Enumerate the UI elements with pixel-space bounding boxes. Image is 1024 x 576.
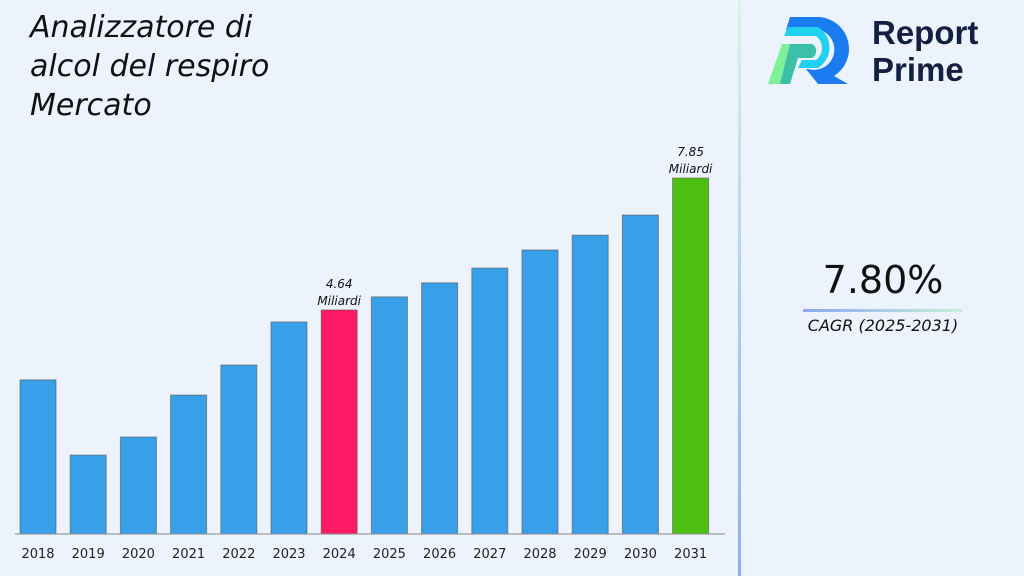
x-tick-label: 2023 [272, 547, 305, 562]
cagr-value: 7.80% [822, 258, 944, 302]
bar-2030 [621, 214, 659, 535]
divider [738, 0, 741, 576]
x-tick-label: 2019 [72, 547, 105, 562]
bar-2026 [421, 282, 459, 535]
bar-2029 [571, 234, 609, 535]
data-label-unit: Miliardi [317, 294, 361, 308]
x-tick-label: 2026 [423, 547, 456, 562]
x-tick-label: 2021 [172, 547, 205, 562]
x-tick-label: 2029 [574, 547, 607, 562]
x-tick-label: 2022 [222, 547, 255, 562]
x-tick-label: 2020 [122, 547, 155, 562]
bar-2019 [69, 454, 107, 535]
x-tick-label: 2025 [373, 547, 406, 562]
data-label-value: 7.85 [677, 145, 704, 159]
cagr-underline [803, 309, 963, 312]
bar-2031 [672, 177, 710, 535]
bar-2018 [19, 379, 57, 535]
cagr-label: CAGR (2025-2031) [807, 316, 959, 335]
logo-line: Report [872, 14, 979, 51]
bar-2025 [370, 296, 408, 535]
report-prime-logo: Report Prime [768, 14, 1008, 88]
bar-2024 [320, 309, 358, 535]
bar-chart: 2018 2019 2020 2021 2022 2023 2024 4.64 Miliardi… [15, 145, 725, 562]
bar-2020 [119, 436, 157, 535]
x-tick-label: 2024 [323, 547, 356, 562]
logo-text: Report Prime [872, 14, 978, 88]
logo-icon [768, 17, 850, 84]
title-line: alcol del respiro [30, 49, 270, 84]
bar-2021 [170, 394, 208, 535]
x-tick-label: 2028 [523, 547, 556, 562]
data-label-value: 4.64 [326, 277, 353, 291]
x-tick-label: 2030 [624, 547, 657, 562]
bar-2022 [220, 364, 258, 535]
x-tick-label: 2027 [473, 547, 506, 562]
data-label-unit: Miliardi [669, 162, 713, 176]
bar-2027 [471, 267, 509, 535]
bar-2028 [521, 249, 559, 535]
title-line: Analizzatore di [30, 10, 253, 45]
bar-2023 [270, 321, 308, 535]
logo-line: Prime [872, 51, 964, 88]
x-tick-label: 2031 [674, 547, 707, 562]
chart-title: Analizzatore di alcol del respiro Mercat… [30, 8, 330, 125]
x-tick-label: 2018 [21, 547, 54, 562]
title-line: Mercato [30, 88, 152, 123]
